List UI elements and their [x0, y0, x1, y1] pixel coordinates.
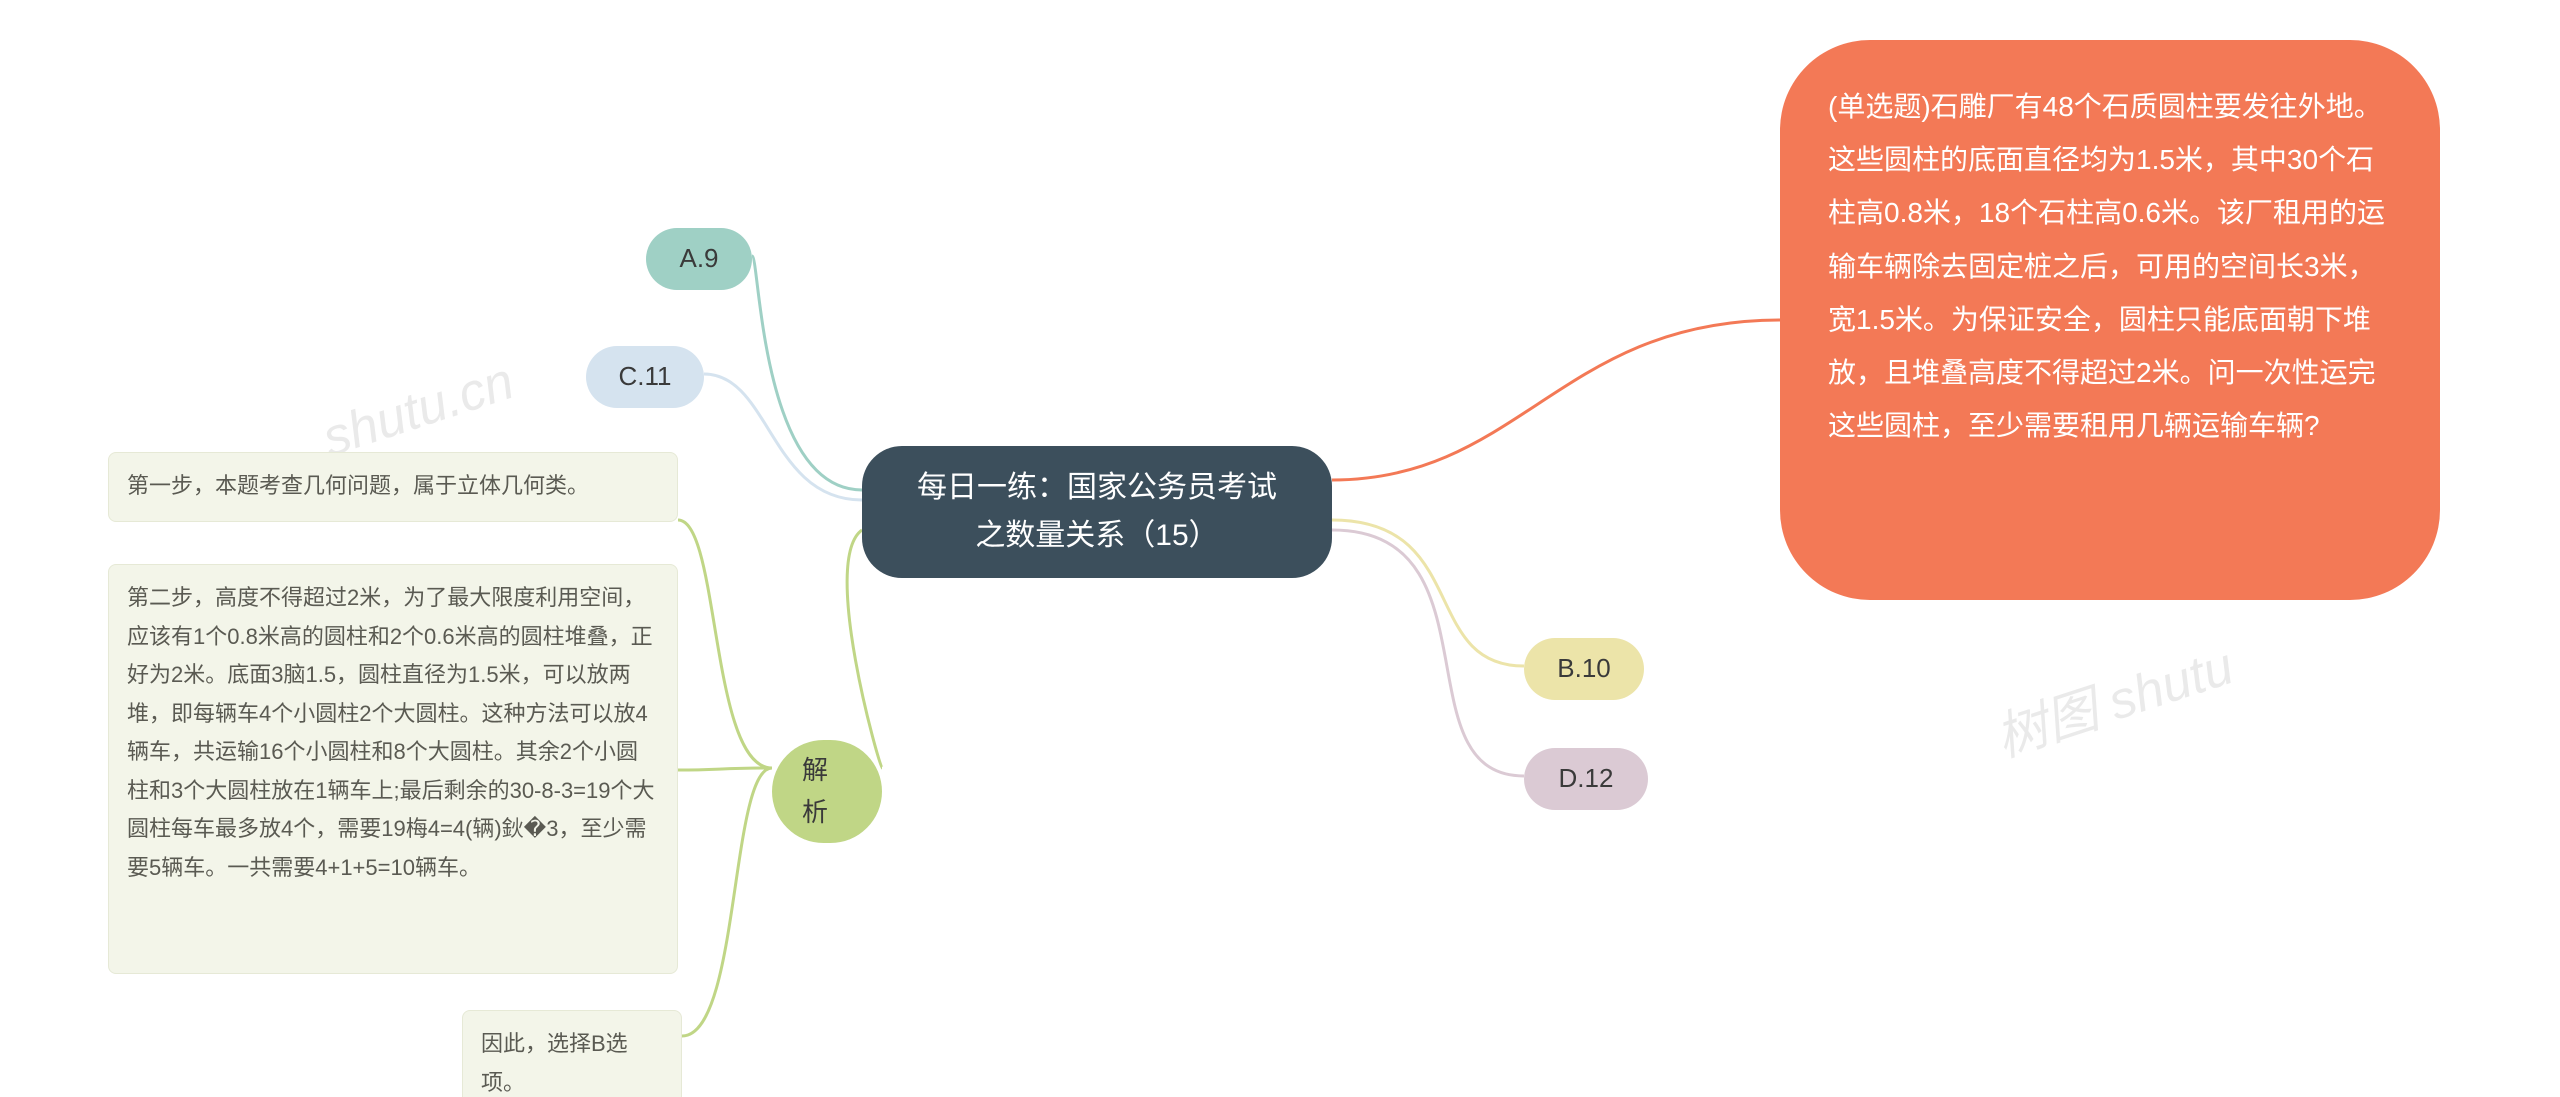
connector	[682, 768, 772, 1036]
analysis-note-1: 第一步，本题考查几何问题，属于立体几何类。	[108, 452, 678, 522]
option-b[interactable]: B.10	[1524, 638, 1644, 700]
connector	[678, 768, 772, 770]
connector	[704, 374, 862, 500]
analysis-note-2: 第二步，高度不得超过2米，为了最大限度利用空间，应该有1个0.8米高的圆柱和2个…	[108, 564, 678, 974]
option-a[interactable]: A.9	[646, 228, 752, 290]
analysis-node[interactable]: 解析	[772, 740, 882, 843]
center-topic[interactable]: 每日一练：国家公务员考试之数量关系（15）	[862, 446, 1332, 578]
question-bubble: (单选题)石雕厂有48个石质圆柱要发往外地。这些圆柱的底面直径均为1.5米，其中…	[1780, 40, 2440, 600]
connector	[752, 256, 862, 490]
analysis-note-3: 因此，选择B选项。	[462, 1010, 682, 1097]
option-d[interactable]: D.12	[1524, 748, 1648, 810]
option-c[interactable]: C.11	[586, 346, 704, 408]
connector	[678, 520, 772, 768]
watermark-2: 树图 shutu	[1984, 624, 2241, 771]
connector	[1332, 530, 1524, 776]
connector	[1332, 320, 1780, 480]
connector	[1332, 520, 1524, 666]
